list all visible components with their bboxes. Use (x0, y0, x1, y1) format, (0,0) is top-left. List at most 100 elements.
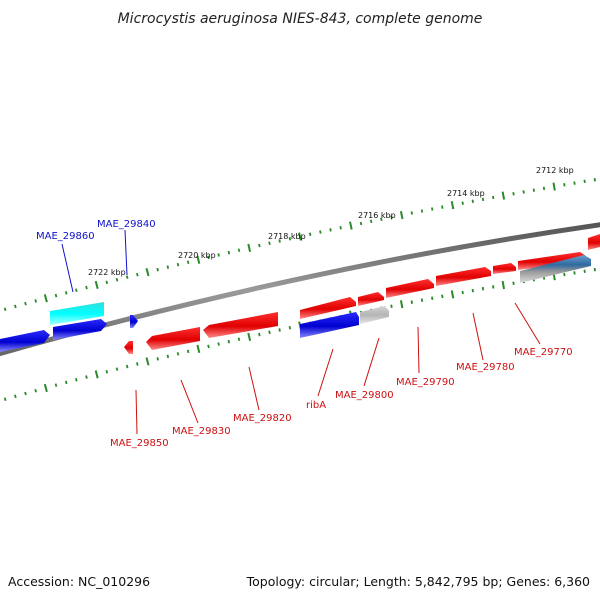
leader-riba (317, 348, 334, 397)
outer-tick (176, 262, 180, 267)
accession-text: Accession: NC_010296 (8, 574, 151, 589)
gene-mae-29805[interactable] (358, 292, 384, 306)
inner-tick (471, 288, 474, 293)
inner-tick (501, 280, 505, 290)
outer-tick (24, 301, 27, 306)
inner-tick (441, 294, 444, 299)
label-riba[interactable]: ribA (306, 400, 326, 411)
tick-label-2712: 2712 kbp (536, 166, 574, 175)
outer-tick (14, 304, 17, 309)
gene-mae-29860[interactable] (50, 302, 104, 325)
outer-tick (85, 285, 88, 290)
inner-tick (481, 286, 485, 291)
inner-tick (105, 369, 109, 374)
outer-tick (359, 221, 363, 226)
inner-tick (207, 344, 210, 349)
leader-mae-29820 (248, 366, 260, 411)
inner-tick (136, 362, 139, 366)
label-mae-29790[interactable]: MAE_29790 (396, 377, 455, 388)
gene-mae-29810[interactable] (300, 297, 356, 319)
inner-tick (125, 364, 129, 369)
inner-tick (492, 285, 495, 289)
label-mae-29820[interactable]: MAE_29820 (233, 413, 292, 424)
inner-tick (85, 375, 88, 379)
inner-tick (390, 304, 393, 308)
outer-tick (288, 237, 292, 241)
outer-tick (431, 207, 434, 211)
outer-tick (399, 210, 404, 220)
gene-mae-29830[interactable] (146, 327, 200, 350)
inner-tick (237, 337, 241, 342)
outer-tick (3, 307, 7, 312)
inner-tick (399, 300, 404, 309)
outer-tick (329, 228, 332, 232)
inner-tick (431, 296, 434, 300)
outer-tick (573, 181, 576, 185)
outer-tick (156, 267, 159, 272)
inner-tick-row (3, 267, 596, 401)
gene-mae-29870[interactable] (0, 330, 50, 352)
leader-mae-29850 (135, 389, 138, 435)
label-mae-29840[interactable]: MAE_29840 (97, 219, 156, 230)
inner-tick (34, 388, 37, 393)
outer-tick (308, 232, 312, 236)
outer-tick (186, 260, 190, 264)
outer-tick (227, 250, 231, 255)
outer-tick (593, 177, 596, 182)
outer-tick (369, 219, 373, 224)
inner-tick (573, 271, 576, 275)
outer-tick (552, 182, 556, 191)
inner-tick (54, 383, 58, 387)
label-mae-29780[interactable]: MAE_29780 (456, 362, 515, 373)
leader-mae-29790 (417, 326, 420, 374)
inner-tick (156, 357, 159, 361)
inner-tick (43, 383, 48, 393)
leader-mae-29840 (124, 229, 128, 276)
inner-tick (24, 391, 27, 396)
outer-tick (441, 205, 444, 209)
gene-mae-29865[interactable] (53, 319, 107, 340)
outer-tick (166, 265, 170, 269)
inner-tick (258, 332, 261, 337)
leader-mae-29800 (363, 337, 380, 387)
outer-tick (349, 221, 353, 230)
outer-tick (380, 217, 383, 221)
gene-mae-29795[interactable] (386, 279, 434, 298)
outer-tick (217, 253, 220, 257)
gene-mae-29850[interactable] (124, 341, 133, 354)
gene-mae-29820[interactable] (203, 312, 278, 338)
gene-mae-29765[interactable] (518, 252, 586, 270)
leader-mae-29830 (180, 379, 199, 424)
tick-label-2716: 2716 kbp (358, 211, 396, 220)
gene-mae-29775[interactable] (493, 263, 516, 274)
outer-tick (94, 280, 99, 290)
gene-mae-29800[interactable] (360, 306, 389, 324)
outer-tick (34, 299, 37, 303)
inner-tick (563, 272, 566, 277)
outer-tick (258, 243, 261, 248)
gene-mae-29755[interactable] (588, 234, 600, 250)
outer-tick (471, 199, 474, 203)
label-mae-29850[interactable]: MAE_29850 (110, 438, 169, 449)
outer-tick (207, 255, 210, 260)
gene-mae-29785[interactable] (436, 267, 491, 286)
label-mae-29830[interactable]: MAE_29830 (172, 426, 231, 437)
outer-tick (492, 195, 495, 200)
label-mae-29860[interactable]: MAE_29860 (36, 231, 95, 242)
label-mae-29770[interactable]: MAE_29770 (514, 347, 573, 358)
outer-tick-row (3, 177, 596, 312)
outer-tick (278, 239, 281, 243)
inner-tick (176, 352, 180, 356)
outer-tick (64, 291, 68, 295)
gene-mae-29840[interactable] (130, 315, 138, 328)
gene-riba[interactable] (300, 312, 359, 338)
leader-lines (61, 229, 541, 435)
inner-tick (3, 397, 7, 401)
outer-tick (268, 241, 271, 246)
inner-tick (64, 380, 68, 385)
gene-mae-29760[interactable] (520, 255, 591, 283)
outer-tick (450, 201, 455, 210)
inner-tick (278, 328, 281, 332)
label-mae-29800[interactable]: MAE_29800 (335, 390, 394, 401)
